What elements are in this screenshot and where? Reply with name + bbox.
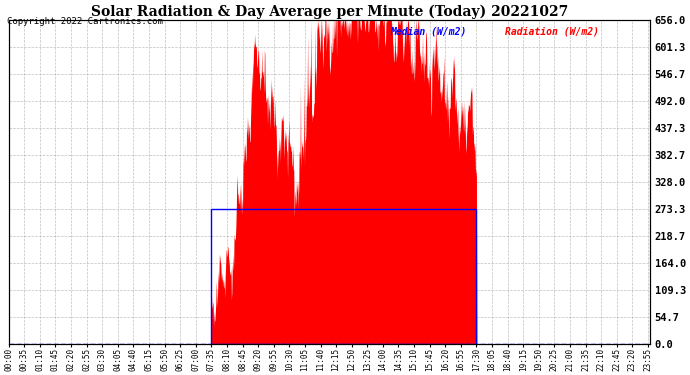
Text: Median (W/m2): Median (W/m2)	[390, 26, 466, 36]
Title: Solar Radiation & Day Average per Minute (Today) 20221027: Solar Radiation & Day Average per Minute…	[90, 4, 568, 18]
Text: Radiation (W/m2): Radiation (W/m2)	[506, 26, 600, 36]
Text: Copyright 2022 Cartronics.com: Copyright 2022 Cartronics.com	[7, 17, 163, 26]
Bar	[211, 209, 476, 344]
